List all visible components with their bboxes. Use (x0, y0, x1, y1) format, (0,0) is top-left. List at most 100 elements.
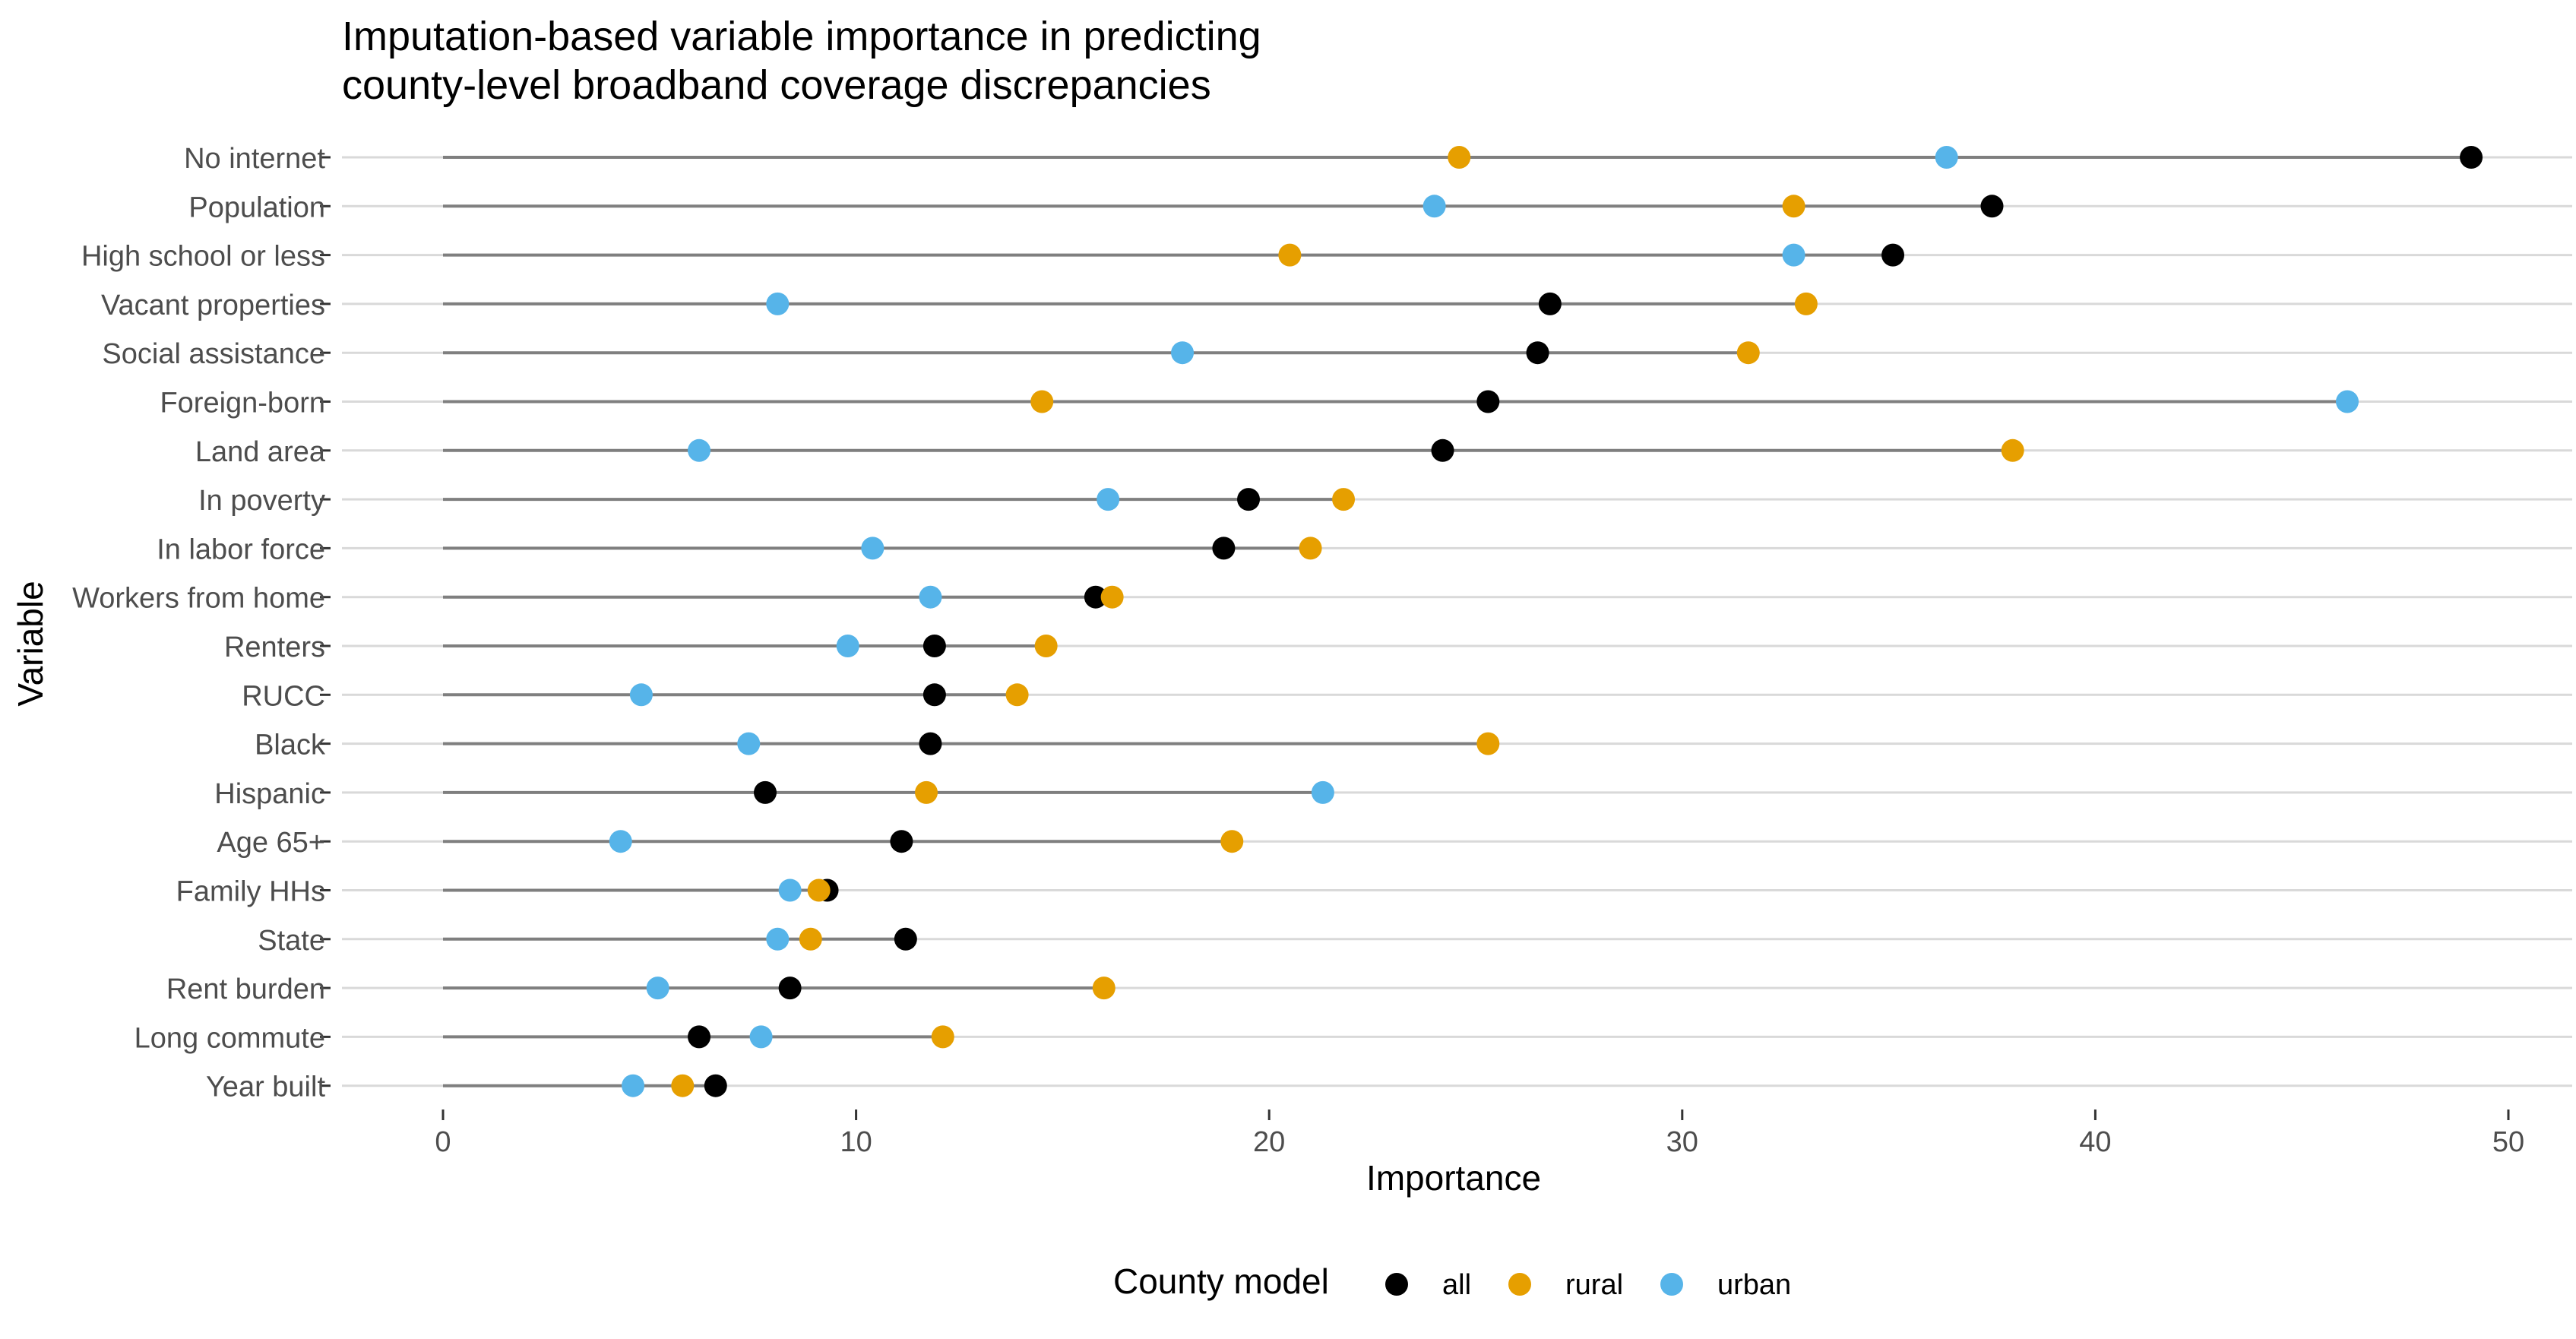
point-rural (915, 780, 938, 804)
point-all (1084, 585, 1107, 609)
y-tick-label: Social assistance (102, 338, 325, 370)
point-urban (861, 537, 885, 560)
point-all (922, 683, 946, 707)
point-urban (609, 830, 632, 853)
y-tick-label: Population (188, 192, 325, 223)
point-all (1881, 243, 1905, 267)
point-rural (1299, 537, 1322, 560)
point-urban (778, 878, 802, 902)
gridlines (342, 156, 2572, 1087)
title-line-1: Imputation-based variable importance in … (342, 14, 1261, 59)
x-tick-label: 10 (840, 1126, 872, 1158)
x-tick-label: 0 (435, 1126, 451, 1158)
point-rural (2001, 438, 2024, 462)
y-tick-label: Vacant properties (101, 290, 325, 321)
point-urban (1311, 780, 1334, 804)
point-urban (836, 635, 859, 657)
point-rural (671, 1074, 695, 1097)
legend-label-rural: rural (1565, 1269, 1623, 1301)
y-tick-label: Foreign-born (160, 388, 325, 419)
y-tick-label: No internet (184, 143, 325, 175)
point-urban (2335, 390, 2359, 413)
y-tick-label: Workers from home (72, 583, 325, 615)
point-all (1526, 341, 1549, 365)
point-urban (766, 927, 790, 951)
point-urban (749, 1025, 773, 1049)
point-rural (1736, 341, 1760, 365)
y-tick-label: Black (255, 730, 326, 761)
point-urban (1097, 488, 1120, 511)
y-tick-label: In poverty (198, 485, 325, 517)
point-rural (1476, 732, 1500, 755)
title-line-2: county-level broadband coverage discrepa… (342, 62, 1211, 108)
point-all (1980, 195, 2004, 218)
point-all (778, 977, 802, 1000)
point-all (890, 830, 913, 853)
point-all (754, 780, 777, 804)
point-urban (646, 977, 669, 1000)
point-all (2460, 146, 2483, 169)
legend-key-urban (1660, 1273, 1683, 1296)
point-rural (799, 927, 822, 951)
point-urban (688, 438, 711, 462)
point-rural (931, 1025, 954, 1049)
y-tick-label: Year built (206, 1072, 325, 1103)
point-rural (1448, 146, 1471, 169)
point-urban (629, 683, 653, 707)
point-urban (1422, 195, 1446, 218)
point-urban (737, 732, 761, 755)
point-rural (1100, 585, 1124, 609)
y-tick-label: State (258, 925, 325, 957)
y-tick-label: In labor force (157, 533, 325, 565)
point-urban (1935, 146, 1958, 169)
y-tick-label: RUCC (242, 680, 325, 712)
chart-title: Imputation-based variable importance in … (342, 14, 1261, 108)
point-all (704, 1074, 727, 1097)
x-tick-label: 30 (1666, 1126, 1698, 1158)
legend-label-all: all (1442, 1269, 1471, 1301)
point-all (1431, 438, 1454, 462)
point-rural (1005, 683, 1029, 707)
y-tick-label: High school or less (81, 241, 325, 273)
legend-key-rural (1508, 1273, 1531, 1296)
data-points (609, 146, 2483, 1097)
x-tick-label: 20 (1253, 1126, 1285, 1158)
legend-title: County model (1113, 1261, 1329, 1301)
point-all (1237, 488, 1261, 511)
point-rural (1092, 977, 1116, 1000)
point-all (922, 635, 946, 657)
legend: County model all rural urban (1113, 1261, 1791, 1301)
point-rural (807, 878, 831, 902)
point-urban (1171, 341, 1195, 365)
point-rural (1220, 830, 1244, 853)
y-axis-title: Variable (11, 581, 50, 706)
y-tick-label: Age 65+ (217, 827, 325, 859)
point-urban (919, 585, 942, 609)
y-tick-label: Long commute (134, 1022, 325, 1054)
point-rural (1794, 292, 1818, 315)
point-all (1476, 390, 1500, 413)
y-tick-label: Renters (224, 632, 325, 663)
y-tick-label: Rent burden (166, 973, 325, 1005)
point-all (894, 927, 917, 951)
y-tick-label: Land area (195, 436, 326, 468)
point-urban (622, 1074, 645, 1097)
point-urban (766, 292, 790, 315)
point-rural (1278, 243, 1302, 267)
x-axis-title: Importance (1366, 1158, 1541, 1198)
legend-label-urban: urban (1717, 1269, 1791, 1301)
legend-key-all (1385, 1273, 1408, 1296)
point-urban (1782, 243, 1805, 267)
y-tick-label: Family HHs (176, 876, 325, 908)
x-axis-tick-labels: 0 10 20 30 40 50 (435, 1110, 2524, 1158)
point-all (688, 1025, 711, 1049)
point-all (1538, 292, 1562, 315)
y-axis-labels: No internet Population High school or less… (72, 143, 331, 1103)
point-all (919, 732, 942, 755)
range-segments (443, 156, 2472, 1087)
x-tick-label: 40 (2079, 1126, 2111, 1158)
point-rural (1332, 488, 1356, 511)
point-rural (1034, 635, 1058, 657)
x-tick-label: 50 (2492, 1126, 2524, 1158)
